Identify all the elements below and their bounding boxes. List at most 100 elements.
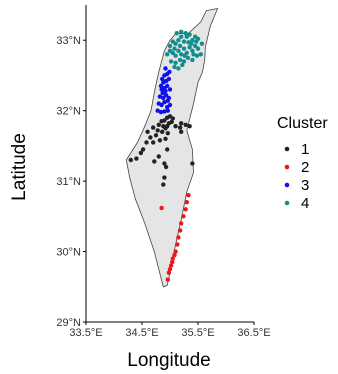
data-point [172,64,177,70]
data-point [160,129,165,134]
legend-key-4 [284,200,290,206]
data-point [186,40,191,45]
data-point [159,205,164,211]
data-point [162,161,167,166]
data-point [165,83,170,89]
data-point [145,129,150,134]
x-tick-label: 35.5°E [181,327,214,339]
data-point [194,39,199,44]
data-point [172,252,177,258]
data-point [165,131,170,136]
data-point [183,31,188,36]
data-point [173,60,178,65]
data-point [167,102,173,108]
data-point [160,76,165,82]
data-point [138,150,144,156]
data-point [165,108,170,113]
data-point [190,48,195,53]
data-point [162,109,167,114]
data-point [156,122,161,128]
data-point [134,156,139,161]
legend-label-4: 4 [301,195,309,212]
data-point [165,98,170,104]
data-point [176,66,181,71]
x-axis-title: Longitude [127,350,210,371]
data-point [177,43,183,49]
data-point [193,43,198,49]
data-point [179,29,184,34]
data-point [194,53,200,58]
data-point [163,126,168,131]
data-point [177,57,183,63]
plot-panel [125,7,219,288]
legend-key-1 [284,146,290,152]
data-point [183,207,188,212]
data-point [155,108,160,113]
data-point [179,221,184,226]
y-axis-title: Latitude [9,133,30,201]
y-tick-label: 30°N [56,247,81,259]
y-tick-label: 33°N [56,35,81,47]
data-point [151,140,156,145]
legend-label-2: 2 [301,159,309,176]
data-point [155,128,160,133]
data-point [176,48,181,53]
data-point [158,83,164,89]
data-point [165,277,170,282]
data-point [195,46,201,51]
legend-title: Cluster [277,115,328,132]
x-tick-label: 36.5°E [237,327,270,339]
data-point [180,62,185,68]
data-point [158,109,164,115]
data-point [163,136,168,141]
data-point [173,249,178,254]
legend-key-3 [284,182,290,188]
data-point [170,50,175,56]
data-point [167,43,173,49]
data-point [177,228,183,233]
data-point [165,147,170,152]
data-point [167,267,173,272]
points-layer [128,29,205,282]
data-point [161,182,166,187]
y-ticks: 29°N 30°N 31°N 32°N 33°N [56,35,86,329]
data-point [187,45,192,50]
series-cluster-4 [165,29,205,71]
data-point [157,138,163,143]
data-point [181,214,186,219]
data-point [198,52,203,57]
data-point [152,159,157,164]
data-point [168,59,174,64]
data-point [173,124,178,129]
x-ticks: 33.5°E 34.5°E 35.5°E 36.5°E [69,322,271,339]
data-point [176,235,181,240]
data-point [140,147,146,152]
data-point [128,157,133,163]
data-point [151,125,156,130]
data-point [166,270,172,275]
series-cluster-1 [128,114,195,187]
data-point [181,59,187,64]
x-tick-label: 33.5°E [69,327,102,339]
data-point [170,256,175,261]
data-point [163,66,168,71]
data-point [190,38,195,43]
legend-key-2 [284,164,290,170]
data-point [174,31,179,36]
data-point [162,100,167,105]
data-point [162,118,167,123]
data-point [175,242,180,247]
y-tick-label: 31°N [56,176,81,188]
data-point [187,124,192,129]
data-point [182,53,187,58]
data-point [159,102,164,108]
data-point [181,39,187,44]
data-point [170,259,175,265]
data-point [187,32,192,37]
data-point [179,52,184,57]
data-point [167,87,173,92]
data-point [186,193,191,198]
data-point [191,52,196,57]
